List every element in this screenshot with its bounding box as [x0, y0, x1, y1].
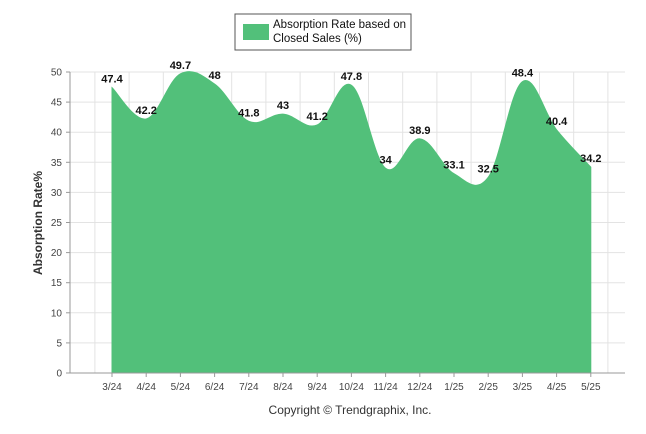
data-label: 34: [379, 154, 392, 166]
x-tick-label: 5/24: [171, 382, 191, 393]
y-tick-labels: 0 5 10 15 20 25 30 35 40 45 50: [51, 68, 70, 380]
x-tick-label: 3/25: [513, 382, 533, 393]
y-tick-label: 10: [51, 308, 63, 319]
x-tick-label: 11/24: [373, 382, 398, 393]
data-label: 41.8: [238, 107, 259, 119]
data-label: 34.2: [580, 153, 601, 165]
x-tick-label: 6/24: [205, 382, 225, 393]
data-label: 40.4: [546, 116, 568, 128]
data-label: 47.8: [341, 71, 362, 83]
x-tick-label: 12/24: [407, 382, 432, 393]
data-label: 49.7: [170, 60, 191, 72]
data-label: 32.5: [477, 163, 498, 175]
x-tick-label: 2/25: [478, 382, 498, 393]
y-tick-label: 30: [51, 188, 63, 199]
y-tick-label: 0: [56, 369, 62, 380]
x-tick-label: 3/24: [102, 382, 122, 393]
x-tick-label: 8/24: [273, 382, 293, 393]
x-tick-label: 5/25: [581, 382, 601, 393]
data-label: 48: [208, 70, 220, 82]
data-label: 33.1: [443, 160, 464, 172]
legend-swatch: [243, 24, 269, 40]
legend-label-line1: Absorption Rate based on: [273, 19, 406, 31]
series-area-path: [111, 71, 592, 374]
y-tick-label: 15: [51, 278, 63, 289]
x-tick-label: 9/24: [307, 382, 327, 393]
x-tick-label: 7/24: [239, 382, 259, 393]
y-tick-label: 20: [51, 248, 63, 259]
y-axis-title: Absorption Rate%: [31, 171, 45, 275]
y-tick-label: 35: [51, 158, 63, 169]
copyright-text: Copyright © Trendgraphix, Inc.: [269, 403, 432, 417]
data-label: 47.4: [101, 74, 123, 86]
data-label: 42.2: [135, 105, 156, 117]
y-tick-label: 25: [51, 218, 63, 229]
y-tick-label: 50: [51, 68, 63, 79]
legend-label-line2: Closed Sales (%): [273, 33, 362, 45]
data-label: 48.4: [512, 68, 534, 80]
data-label: 38.9: [409, 125, 430, 137]
y-tick-label: 5: [56, 338, 62, 349]
y-tick-label: 45: [51, 98, 63, 109]
data-label: 43: [277, 100, 289, 112]
y-tick-label: 40: [51, 128, 63, 139]
x-tick-labels: 3/24 4/24 5/24 6/24 7/24 8/24 9/24 10/24 11/24 12…: [102, 373, 601, 393]
data-label: 41.2: [306, 111, 327, 123]
x-tick-label: 1/25: [444, 382, 464, 393]
series-area: [111, 71, 592, 374]
legend: Absorption Rate based on Closed Sales (%…: [234, 13, 412, 51]
x-tick-label: 4/25: [547, 382, 567, 393]
x-tick-label: 10/24: [339, 382, 364, 393]
data-labels: 47.4 42.2 49.7 48 41.8 43 41.2 47.8 34 38.9 33.1 32…: [101, 60, 601, 176]
x-tick-label: 4/24: [136, 382, 156, 393]
